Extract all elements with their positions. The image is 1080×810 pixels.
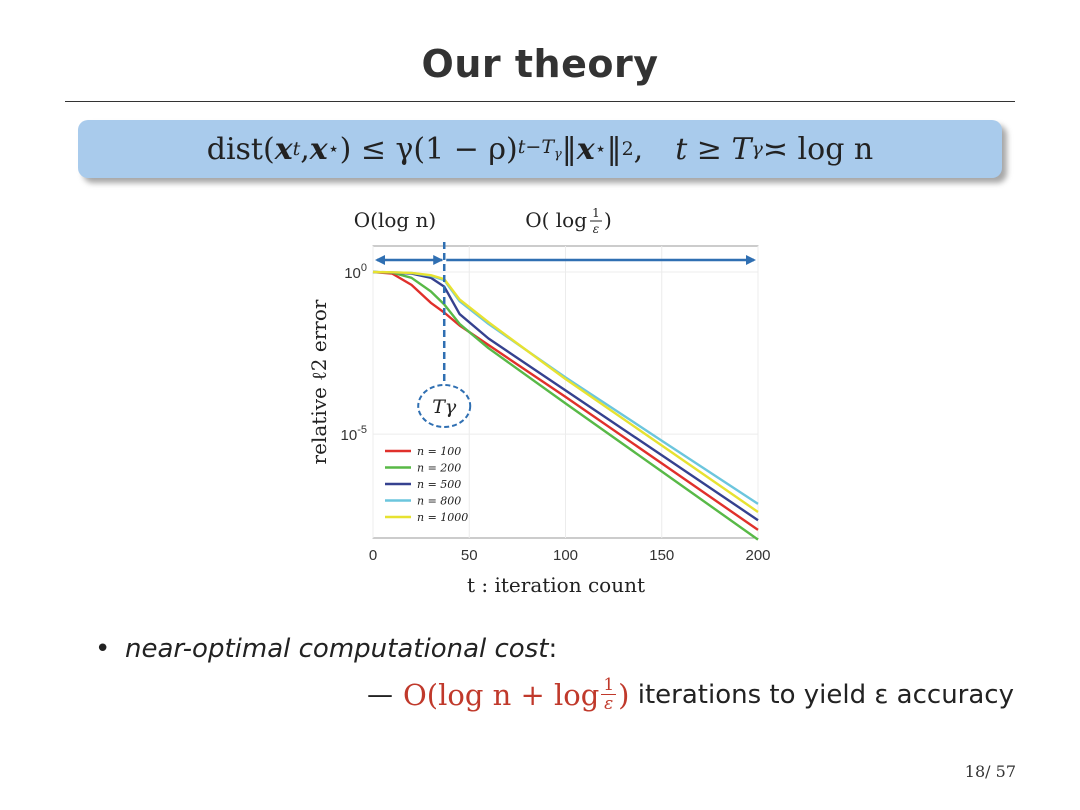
x-tick-label: 50 bbox=[461, 547, 478, 564]
t-gamma-label: Tγ bbox=[432, 396, 457, 418]
bullet-colon: : bbox=[548, 634, 558, 664]
plot-area: 0 50 100 150 200 100 10-5 Tγ n = 100 n = 200 n = 5… bbox=[341, 242, 771, 564]
theorem-condition: t ≥ T bbox=[675, 131, 752, 167]
theorem-comma: , bbox=[300, 131, 310, 167]
theorem-t-sup: t bbox=[292, 138, 301, 160]
theorem-condition-sub: γ bbox=[751, 138, 763, 160]
cost-fraction: 1 ε bbox=[601, 675, 617, 714]
phase2-frac-num: 1 bbox=[592, 206, 600, 220]
theorem-norm-x: x bbox=[576, 131, 595, 167]
phase1-arrow-head-right bbox=[433, 255, 444, 265]
phase1-label: O(log n) bbox=[354, 208, 436, 232]
page-number: 18/ 57 bbox=[964, 762, 1016, 781]
phase2-label-suffix: ) bbox=[604, 208, 612, 232]
legend-label: n = 1000 bbox=[417, 511, 468, 524]
y-tick-label: 100 bbox=[344, 262, 367, 282]
theorem-norm-open: ‖ bbox=[561, 131, 577, 167]
theorem-xt: x bbox=[274, 131, 293, 167]
legend-label: n = 100 bbox=[417, 445, 461, 458]
x-axis-label: t : iteration count bbox=[467, 573, 645, 597]
theorem-norm-star: ⋆ bbox=[594, 138, 607, 160]
t-gamma-circle bbox=[417, 384, 472, 428]
detail-after: iterations to yield ε accuracy bbox=[629, 679, 1014, 710]
cost-prefix: O(log n + log bbox=[403, 677, 600, 712]
bullet-point: • near-optimal computational cost: bbox=[95, 634, 557, 664]
series-line-n200 bbox=[372, 270, 759, 541]
y-axis-label: relative ℓ2 error bbox=[307, 299, 331, 464]
cost-frac-num: 1 bbox=[601, 675, 617, 695]
phase2-label-prefix: O( log bbox=[525, 208, 587, 232]
error-plot: O(log n) O( log 1 ε ) 0 50 100 150 200 100 10-… bbox=[307, 206, 771, 597]
x-tick-label: 100 bbox=[553, 547, 578, 564]
bullet-text: near-optimal computational cost bbox=[125, 634, 549, 664]
bullet-detail: — O(log n + log 1 ε ) iterations to yiel… bbox=[367, 676, 1014, 713]
detail-dash: — bbox=[367, 679, 393, 710]
theorem-exponent: t−T bbox=[517, 136, 554, 159]
x-tick-label: 150 bbox=[649, 547, 674, 564]
cost-frac-den: ε bbox=[604, 694, 614, 714]
theorem-bound: ) ≤ γ(1 − ρ) bbox=[339, 131, 518, 167]
x-tick-label: 0 bbox=[369, 547, 377, 564]
bullet-marker: • bbox=[95, 634, 111, 664]
theorem-dist: dist( bbox=[206, 131, 275, 167]
phase2-frac-den: ε bbox=[593, 222, 599, 236]
phase2-arrow-head-right bbox=[746, 255, 756, 265]
x-tick-label: 200 bbox=[745, 547, 770, 564]
phase2-label: O( log 1 ε ) bbox=[525, 206, 612, 236]
theorem-condition-rest: ≍ log n bbox=[762, 131, 874, 167]
theorem-norm-close: ‖ bbox=[606, 131, 622, 167]
theorem-comma2: , bbox=[633, 131, 644, 167]
theorem-xstar: x bbox=[309, 131, 328, 167]
theorem-star-sup: ⋆ bbox=[327, 138, 340, 160]
legend-label: n = 500 bbox=[417, 478, 461, 491]
series-line-n100 bbox=[372, 270, 759, 531]
slide-title: Our theory bbox=[421, 42, 659, 86]
legend-label: n = 200 bbox=[417, 462, 461, 475]
cost-expression: O(log n + log 1 ε ) bbox=[403, 676, 629, 713]
y-tick-label: 10-5 bbox=[341, 424, 367, 444]
phase1-arrow-head-left bbox=[375, 255, 385, 265]
legend-label: n = 800 bbox=[417, 495, 461, 508]
cost-suffix: ) bbox=[618, 677, 630, 712]
theorem-exponent-sub: γ bbox=[554, 146, 562, 162]
series-line-n1000 bbox=[372, 270, 759, 513]
title-divider bbox=[65, 101, 1015, 102]
theorem-norm-sub: 2 bbox=[621, 138, 634, 160]
